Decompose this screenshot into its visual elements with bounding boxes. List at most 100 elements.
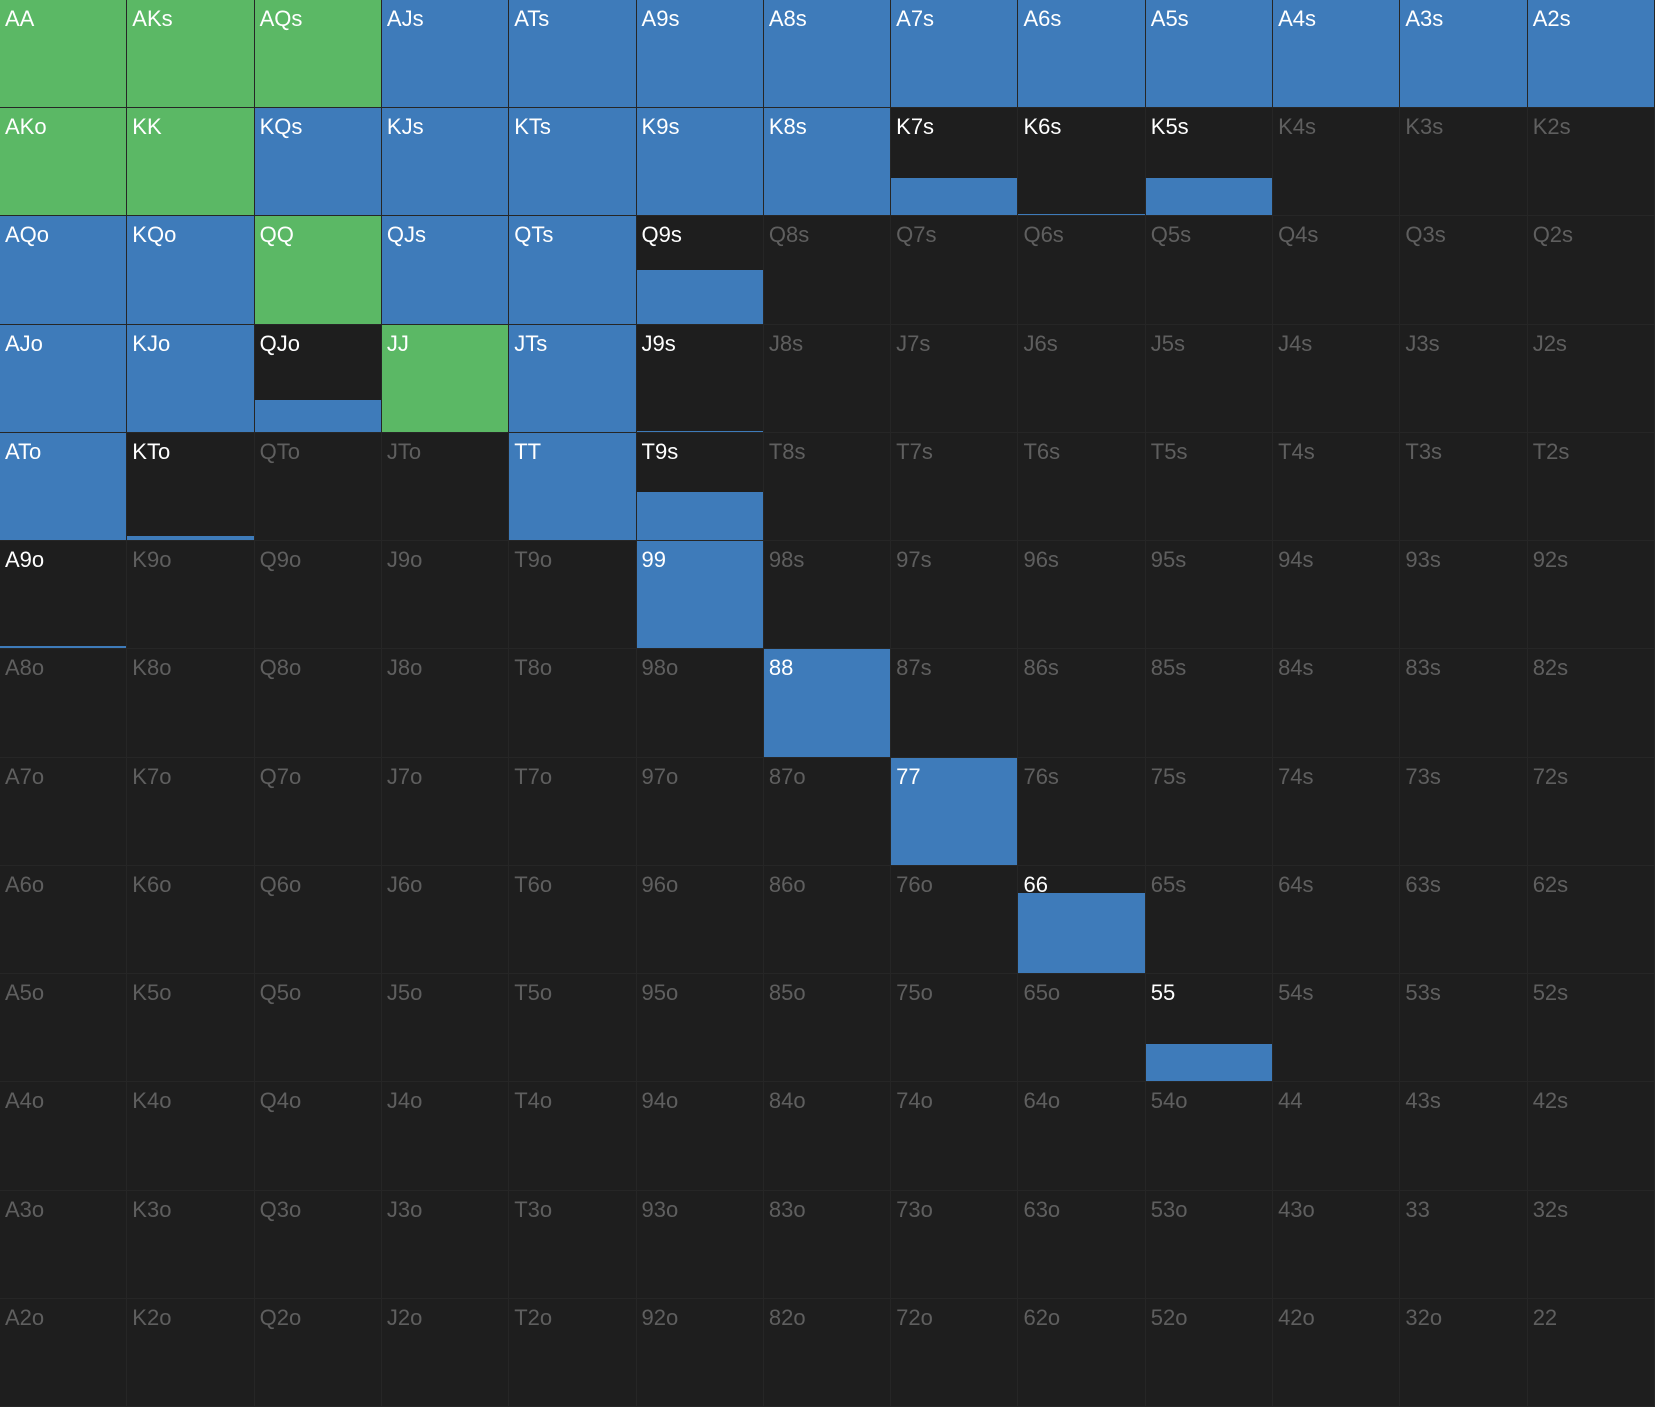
hand-cell: AKo [0,108,128,217]
hand-cell: T2o [509,1298,637,1407]
frequency-bar [509,432,636,541]
hand-label: T8s [768,438,806,464]
hand-cell: 73s [1400,757,1528,866]
hand-cell: JJ [381,324,510,433]
hand-label: 64o [1023,1088,1061,1114]
hand-cell: A5s [1145,0,1274,109]
hand-cell: 54o [1145,1082,1274,1191]
hand-label: Q5o [259,980,302,1006]
hand-label: Q7s [896,222,937,248]
hand-cell: 52o [1145,1298,1274,1407]
hand-label: K5o [132,980,172,1006]
hand-label: K2o [132,1304,172,1330]
frequency-bar [891,177,1018,216]
hand-label: 85o [768,980,806,1006]
frequency-bar [509,216,636,324]
hand-cell: K6s [1018,108,1146,217]
hand-cell: QTo [254,432,382,542]
hand-cell: 77 [891,757,1019,866]
hand-cell: A2s [1527,0,1655,109]
hand-cell: 53s [1400,974,1528,1083]
hand-cell: A8s [763,0,892,109]
frequency-bar [509,108,636,216]
hand-label: 62o [1023,1304,1061,1330]
hand-label: A6s [1023,6,1062,31]
hand-label: AQo [5,222,50,248]
frequency-bar [891,757,1018,865]
hand-label: 93s [1405,547,1441,573]
hand-label: 54s [1278,980,1314,1006]
hand-label: 52o [1150,1304,1188,1330]
hand-cell: KTs [509,108,637,217]
hand-cell: T6o [509,865,637,975]
hand-cell: 98s [763,541,892,650]
hand-cell: T7o [509,757,637,866]
hand-cell: K7o [127,757,255,866]
hand-label: 64s [1278,871,1314,897]
hand-cell: JTs [509,324,637,433]
frequency-bar [381,216,509,324]
frequency-bar [254,108,381,216]
hand-label: T3o [514,1196,553,1222]
hand-label: T8o [514,655,553,681]
hand-cell: 73o [891,1190,1019,1299]
hand-label: ATo [5,438,42,464]
hand-label: J7s [896,330,931,356]
hand-cell: 64o [1018,1082,1146,1191]
hand-cell: 83o [763,1190,892,1299]
hand-label: KTo [132,438,171,464]
hand-label: 96o [641,871,679,897]
hand-cell: J6o [381,865,510,975]
hand-label: 73o [896,1196,933,1222]
hand-cell: 76o [891,865,1019,975]
hand-cell: JTo [381,432,510,542]
hand-label: 65o [1023,980,1061,1006]
frequency-bar [1527,0,1654,108]
hand-label: KK [132,114,162,140]
hand-label: TT [514,438,542,464]
hand-cell: 85o [763,974,892,1083]
hand-cell: 95s [1145,541,1274,650]
hand-cell: J4s [1273,324,1401,433]
hand-label: 42s [1532,1088,1569,1114]
hand-cell: 94o [636,1082,764,1191]
hand-cell: QQ [254,216,382,325]
hand-cell: J5o [381,974,510,1083]
hand-label: 83s [1405,655,1441,681]
frequency-bar [1018,214,1145,216]
hand-label: 76o [896,871,933,897]
hand-label: A5s [1150,6,1189,31]
hand-label: 86o [768,871,806,897]
hand-cell: 62o [1018,1298,1146,1407]
hand-cell: A3o [0,1190,128,1299]
hand-label: K4o [132,1088,172,1114]
frequency-bar [509,0,636,108]
hand-cell: 43s [1400,1082,1528,1191]
hand-cell: 32o [1400,1298,1528,1407]
hand-cell: 32s [1527,1190,1655,1299]
hand-cell: T5o [509,974,637,1083]
hand-cell: K6o [127,865,255,975]
frequency-bar [1273,0,1400,108]
hand-cell: K9o [127,541,255,650]
hand-label: KQo [132,222,177,248]
hand-label: 72o [896,1304,933,1330]
hand-cell: AQs [254,0,382,109]
hand-label: KQs [259,114,303,140]
hand-cell: AQo [0,216,128,325]
hand-cell: J9s [636,324,764,433]
hand-label: J8s [768,330,804,356]
frequency-bar [127,108,254,216]
hand-label: JJ [386,330,409,356]
hand-label: T7s [896,438,933,464]
hand-label: Q8o [259,655,302,681]
hand-cell: T3o [509,1190,637,1299]
hand-label: J3s [1405,330,1440,356]
hand-cell: A7s [891,0,1019,109]
hand-cell: 76s [1018,757,1146,866]
hand-cell: J9o [381,541,510,650]
hand-label: 53o [1150,1196,1188,1222]
frequency-bar [1400,0,1527,108]
frequency-bar [1018,0,1145,108]
frequency-bar [1145,1043,1273,1082]
